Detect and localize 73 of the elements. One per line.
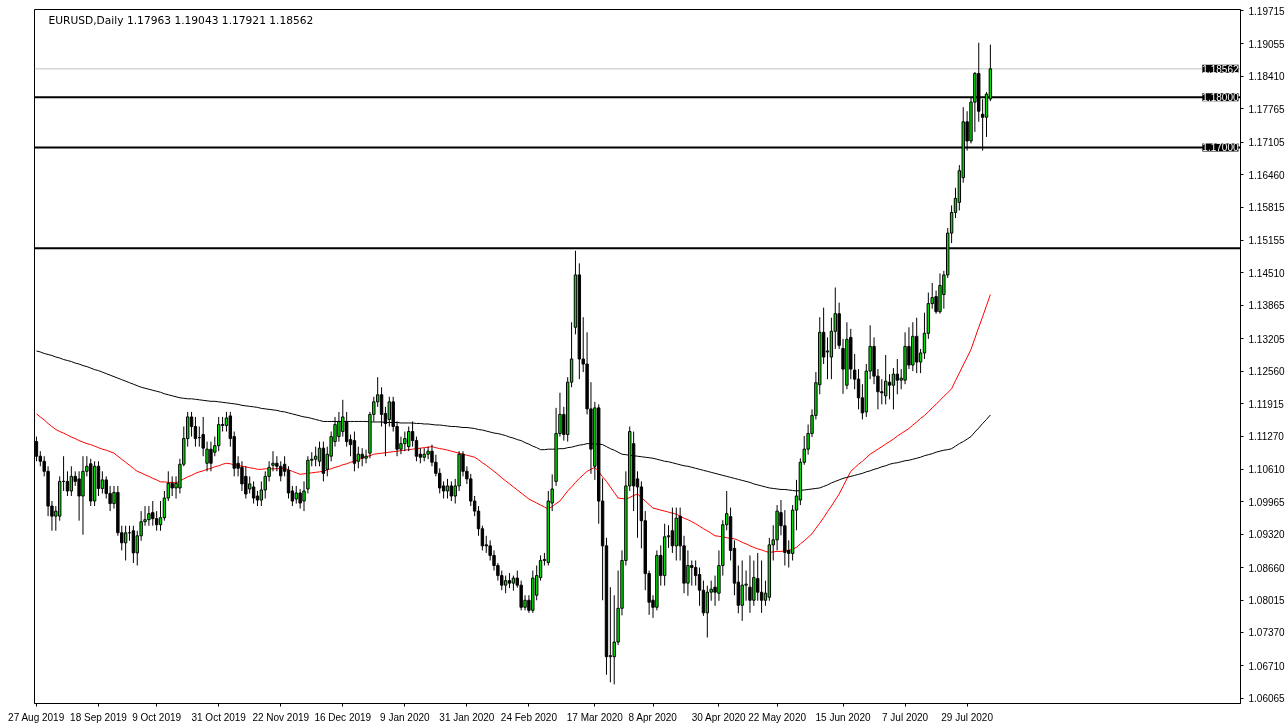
x-tick-label: 7 Jul 2020 [882, 711, 929, 723]
candlestick [298, 488, 302, 510]
line-series [35, 294, 991, 553]
candlestick [748, 554, 752, 614]
x-tick-label: 22 May 2020 [748, 711, 807, 723]
candlestick [915, 317, 919, 374]
x-tick-label: 27 Aug 2019 [8, 711, 65, 723]
y-tick-label: 1.07370 [1248, 627, 1286, 639]
y-tick-label: 1.11915 [1248, 398, 1285, 410]
candlestick [554, 407, 558, 487]
x-tick-label: 31 Oct 2019 [191, 711, 247, 723]
y-tick-label: 1.09965 [1248, 496, 1286, 508]
y-tick-label: 1.11270 [1248, 431, 1285, 443]
y-tick-label: 1.16460 [1248, 169, 1286, 181]
candlestick [783, 509, 787, 567]
candlestick [880, 378, 884, 405]
candlestick [46, 465, 50, 517]
x-tick-label: 9 Jan 2020 [380, 711, 431, 723]
y-tick-label: 1.19715 [1248, 5, 1286, 17]
y-tick-label: 1.13865 [1248, 300, 1286, 312]
candlestick [903, 331, 907, 385]
ref-line-label: 1.18000 [1202, 92, 1239, 104]
candlestick [690, 559, 694, 587]
y-tick-label: 1.15155 [1248, 235, 1286, 247]
x-tick-label: 8 Apr 2020 [628, 711, 678, 723]
y-tick-label: 1.17105 [1248, 137, 1286, 149]
ref-line-label: 1.18562 [1202, 63, 1239, 75]
y-tick-label: 1.10610 [1248, 464, 1286, 476]
candlestick [693, 559, 698, 587]
candlestick [81, 455, 85, 536]
candlestick [209, 441, 213, 472]
candlestick [845, 321, 849, 390]
candlestick [341, 399, 345, 438]
y-tick-label: 1.06710 [1248, 660, 1286, 672]
candlestick [662, 523, 667, 587]
candlestick [151, 500, 155, 527]
candlestick [337, 411, 341, 443]
y-tick-label: 1.08015 [1248, 595, 1286, 606]
y-tick-label: 1.19055 [1248, 39, 1286, 50]
y-tick-label: 1.08660 [1248, 562, 1286, 574]
candlestick [775, 504, 779, 551]
x-tick-label: 31 Jan 2020 [439, 711, 495, 723]
ref-line-label: 1.17000 [1202, 142, 1239, 154]
y-tick-label: 1.17765 [1248, 103, 1286, 115]
candlestick [686, 549, 690, 597]
x-tick-label: 24 Feb 2020 [500, 711, 558, 723]
y-tick-label: 1.13205 [1248, 333, 1286, 345]
candlestick [740, 559, 744, 622]
candlestick [655, 549, 659, 611]
candlestick [492, 549, 496, 572]
y-tick-label: 1.15815 [1248, 202, 1286, 214]
y-tick-label: 1.14510 [1248, 267, 1286, 279]
candlestick [426, 446, 430, 460]
y-tick-label: 1.12560 [1248, 366, 1286, 378]
x-tick-label: 30 Apr 2020 [691, 711, 747, 723]
x-tick-label: 22 Nov 2019 [252, 711, 310, 723]
x-tick-label: 15 Jun 2020 [815, 711, 871, 723]
candlestick [240, 460, 244, 492]
x-tick-label: 29 Jul 2020 [941, 711, 994, 723]
x-tick-label: 17 Mar 2020 [566, 711, 624, 723]
candlestick [938, 272, 942, 315]
candlestick [887, 373, 892, 400]
x-tick-label: 16 Dec 2019 [314, 711, 372, 723]
x-tick-label: 9 Oct 2019 [132, 711, 182, 723]
candlestick [147, 505, 151, 527]
y-tick-label: 1.06065 [1248, 693, 1286, 705]
candlestick [344, 411, 349, 448]
candlestick [829, 317, 834, 380]
chart-title: EURUSD,Daily 1.17963 1.19043 1.17921 1.18562 [48, 13, 314, 27]
candlestick [77, 470, 81, 522]
x-tick-label: 18 Sep 2019 [70, 711, 128, 723]
y-tick-label: 1.18410 [1248, 71, 1286, 83]
y-tick-label: 1.09320 [1248, 529, 1286, 541]
